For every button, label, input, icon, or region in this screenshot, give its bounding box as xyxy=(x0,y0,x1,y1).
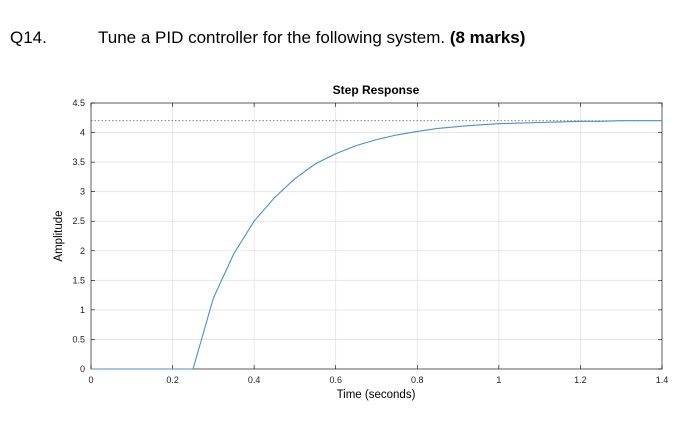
axis-ticks xyxy=(90,102,663,370)
y-tick-label: 0.5 xyxy=(72,334,85,344)
y-tick-label: 4 xyxy=(80,128,85,138)
x-tick-label: 0.2 xyxy=(166,375,179,385)
y-tick-label: 4.5 xyxy=(72,98,85,108)
y-tick-label: 1.5 xyxy=(72,275,85,285)
x-tick-label: 0.6 xyxy=(329,375,342,385)
x-tick-label: 0 xyxy=(88,375,93,385)
question-prompt: Tune a PID controller for the following … xyxy=(98,28,446,47)
question-marks: (8 marks) xyxy=(449,28,526,47)
grid xyxy=(90,102,663,370)
y-tick-label: 2 xyxy=(80,246,85,256)
x-tick-label: 1.4 xyxy=(656,375,669,385)
y-tick-label: 1 xyxy=(80,305,85,315)
plot-frame xyxy=(90,102,663,370)
question-number: Q14. xyxy=(10,28,47,47)
y-tick-label: 3.5 xyxy=(72,157,85,167)
y-tick-label: 3 xyxy=(80,187,85,197)
y-tick-label: 2.5 xyxy=(72,216,85,226)
x-tick-label: 1 xyxy=(496,375,501,385)
y-axis-label: Amplitude xyxy=(53,210,65,261)
x-tick-label: 0.4 xyxy=(248,375,261,385)
x-axis-label: Time (seconds) xyxy=(337,389,416,401)
step-response-line xyxy=(91,120,662,370)
question-text: Tune a PID controller for the following … xyxy=(98,28,525,48)
tick-labels: 0 0.2 0.4 0.6 0.8 1 1.2 1.4 0 0.5 1 1.5 2 2.5 3 3.5 4 4.5 xyxy=(72,98,668,385)
chart-title: Step Response xyxy=(333,83,420,97)
x-tick-label: 1.2 xyxy=(574,375,587,385)
y-tick-label: 0 xyxy=(80,364,85,374)
x-tick-label: 0.8 xyxy=(411,375,424,385)
